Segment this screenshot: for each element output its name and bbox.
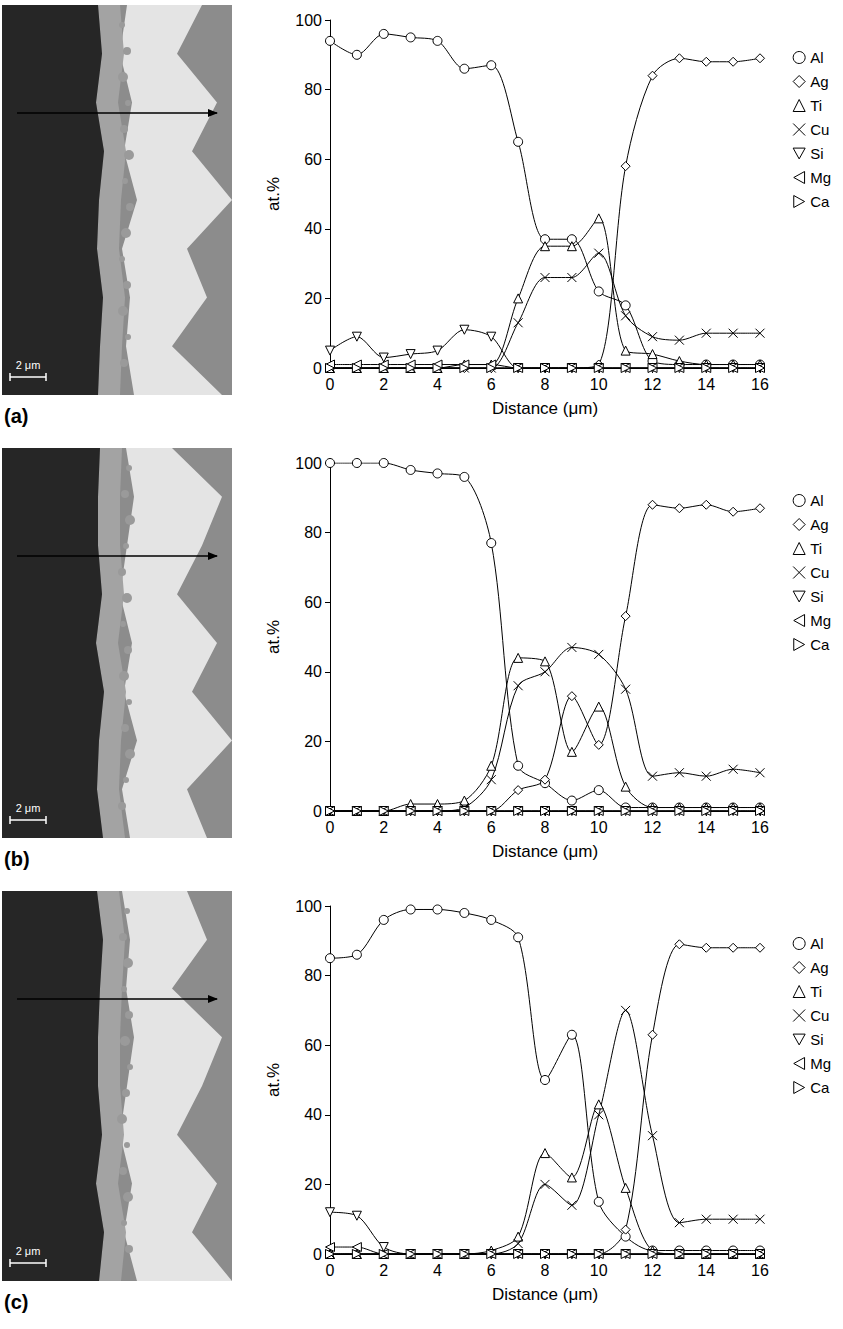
svg-text:12: 12 (644, 819, 662, 836)
svg-text:100: 100 (295, 12, 322, 29)
svg-text:20: 20 (304, 733, 322, 750)
svg-text:10: 10 (590, 819, 608, 836)
svg-text:40: 40 (304, 1106, 322, 1123)
svg-text:0: 0 (326, 376, 335, 393)
svg-text:Ca: Ca (810, 636, 830, 653)
svg-text:80: 80 (304, 81, 322, 98)
html-text:(b): (b) (4, 848, 30, 870)
svg-text:6: 6 (487, 1262, 496, 1279)
svg-text:4: 4 (433, 376, 442, 393)
svg-text:60: 60 (304, 594, 322, 611)
svg-text:Ag: Ag (810, 516, 828, 533)
svg-text:Ti: Ti (810, 97, 822, 114)
svg-text:2: 2 (379, 376, 388, 393)
svg-text:Cu: Cu (810, 121, 829, 138)
svg-text:at.%: at.% (264, 620, 283, 654)
svg-text:Si: Si (810, 1031, 823, 1048)
svg-text:2: 2 (379, 819, 388, 836)
svg-text:Si: Si (810, 588, 823, 605)
svg-text:Ti: Ti (810, 540, 822, 557)
svg-text:2 μm: 2 μm (16, 1245, 41, 1257)
svg-text:Ca: Ca (810, 193, 830, 210)
svg-text:Cu: Cu (810, 564, 829, 581)
svg-text:2 μm: 2 μm (16, 802, 41, 814)
svg-text:Al: Al (810, 49, 823, 66)
svg-text:14: 14 (697, 1262, 715, 1279)
svg-text:Cu: Cu (810, 1007, 829, 1024)
html-text:(a): (a) (4, 405, 29, 427)
svg-text:6: 6 (487, 819, 496, 836)
svg-text:0: 0 (326, 819, 335, 836)
svg-text:40: 40 (304, 663, 322, 680)
svg-text:2: 2 (379, 1262, 388, 1279)
svg-text:8: 8 (541, 1262, 550, 1279)
svg-text:Distance (μm): Distance (μm) (492, 842, 598, 861)
svg-text:20: 20 (304, 290, 322, 307)
svg-text:0: 0 (313, 360, 322, 377)
svg-text:16: 16 (751, 376, 769, 393)
svg-text:at.%: at.% (264, 177, 283, 211)
svg-text:80: 80 (304, 524, 322, 541)
svg-text:Mg: Mg (810, 612, 831, 629)
svg-text:4: 4 (433, 819, 442, 836)
svg-text:2 μm: 2 μm (16, 359, 41, 371)
svg-text:Ag: Ag (810, 73, 828, 90)
svg-text:Mg: Mg (810, 169, 831, 186)
svg-text:16: 16 (751, 819, 769, 836)
svg-text:Mg: Mg (810, 1055, 831, 1072)
svg-text:8: 8 (541, 819, 550, 836)
svg-text:Ti: Ti (810, 983, 822, 1000)
svg-text:20: 20 (304, 1176, 322, 1193)
svg-text:0: 0 (313, 1246, 322, 1263)
svg-text:100: 100 (295, 898, 322, 915)
svg-text:100: 100 (295, 455, 322, 472)
svg-text:80: 80 (304, 967, 322, 984)
svg-text:60: 60 (304, 151, 322, 168)
svg-text:40: 40 (304, 220, 322, 237)
svg-text:Ag: Ag (810, 959, 828, 976)
svg-text:14: 14 (697, 376, 715, 393)
svg-text:12: 12 (644, 1262, 662, 1279)
svg-text:0: 0 (313, 803, 322, 820)
svg-text:8: 8 (541, 376, 550, 393)
svg-text:4: 4 (433, 1262, 442, 1279)
svg-text:at.%: at.% (264, 1063, 283, 1097)
svg-text:Al: Al (810, 492, 823, 509)
svg-text:Ca: Ca (810, 1079, 830, 1096)
html-text:(c): (c) (4, 1291, 29, 1313)
svg-text:Si: Si (810, 145, 823, 162)
svg-text:10: 10 (590, 1262, 608, 1279)
svg-text:0: 0 (326, 1262, 335, 1279)
svg-text:12: 12 (644, 376, 662, 393)
svg-text:Distance (μm): Distance (μm) (492, 399, 598, 418)
svg-text:10: 10 (590, 376, 608, 393)
svg-text:Al: Al (810, 935, 823, 952)
svg-text:14: 14 (697, 819, 715, 836)
svg-text:6: 6 (487, 376, 496, 393)
svg-text:60: 60 (304, 1037, 322, 1054)
svg-text:16: 16 (751, 1262, 769, 1279)
svg-text:Distance (μm): Distance (μm) (492, 1285, 598, 1304)
